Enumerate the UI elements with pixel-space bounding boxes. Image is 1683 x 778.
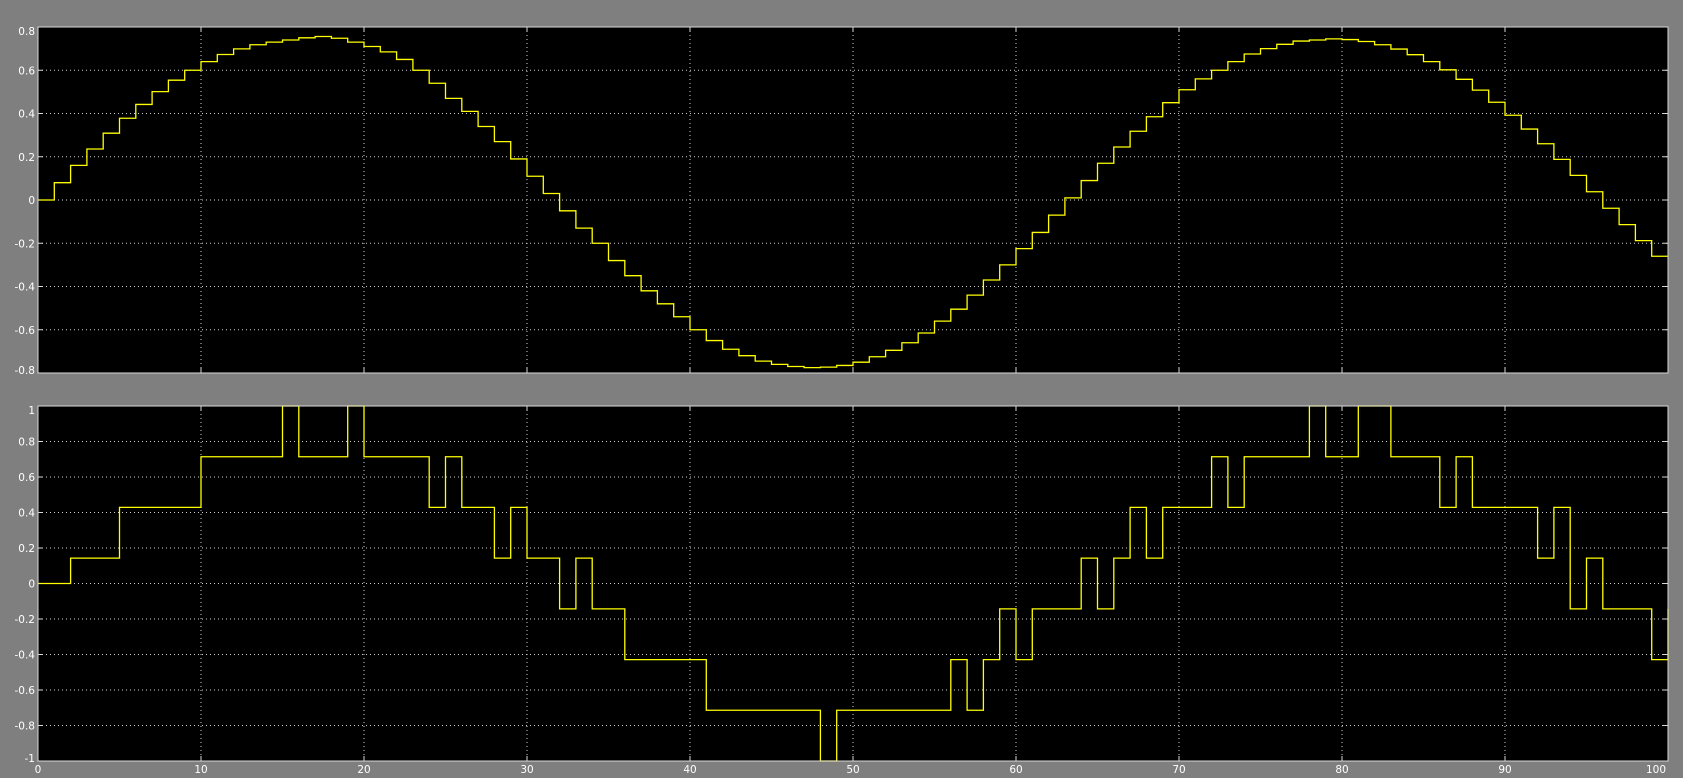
y-tick-label: 0.6 [18,472,35,484]
y-tick-label: 0.8 [18,26,35,38]
y-tick-label: -0.4 [15,650,36,662]
x-tick-label: 30 [520,764,533,776]
y-tick-label: -0.2 [15,614,36,626]
x-tick-label: 10 [194,764,207,776]
bottom-axes: 0 10 20 30 40 50 60 70 80 90 100-1-0.8-0.6-0.4-0.2… [15,405,1669,776]
x-tick-label: 100 [1646,764,1666,776]
axes-border [37,405,1669,762]
y-tick-label: 0.4 [18,508,35,520]
x-tick-label: 80 [1335,764,1348,776]
x-tick-label: 90 [1498,764,1511,776]
y-tick-label: -0.8 [15,365,36,377]
series-line [38,35,1668,369]
y-tick-label: 0.6 [18,65,35,77]
x-tick-label: 50 [846,764,859,776]
y-tick-label: 0 [28,579,35,591]
y-tick-label: 0 [28,195,35,207]
axes-border [37,26,1669,374]
x-tick-label: 20 [357,764,370,776]
y-tick-label: -0.6 [15,325,36,337]
y-tick-label: 0.2 [18,152,35,164]
x-tick-label: 70 [1172,764,1185,776]
x-tick-label: 40 [683,764,696,776]
x-tick-label: 0 [35,764,42,776]
y-tick-label: 1 [28,405,35,417]
y-tick-label: -0.2 [15,238,36,250]
y-tick-label: -0.4 [15,282,36,294]
series-line [38,405,1669,762]
y-tick-label: 0.2 [18,543,35,555]
x-tick-label: 60 [1009,764,1022,776]
top-axes: -0.8 -0.6 -0.4 -0.2 0 0.2 0.4 0.6 0.8 [15,26,1669,377]
y-tick-label: -1 [25,753,35,765]
y-tick-label: -0.8 [15,721,36,733]
plot-area [38,406,1668,761]
y-tick-label: 0.4 [18,109,35,121]
y-tick-label: -0.6 [15,685,36,697]
y-tick-label: 0.8 [18,437,35,449]
